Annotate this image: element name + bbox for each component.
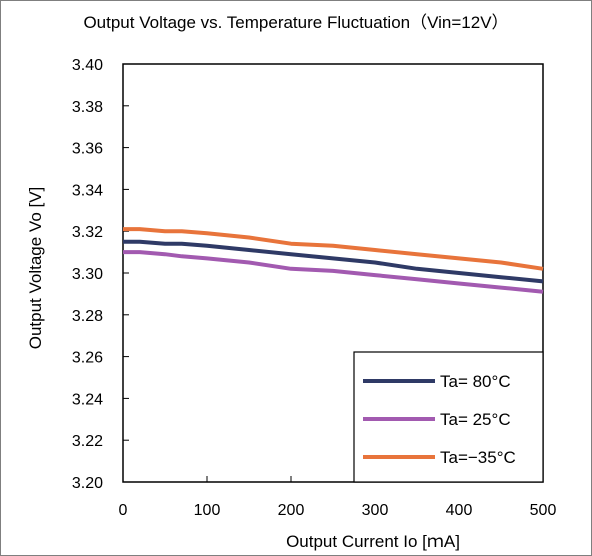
y-tick-label: 3.34 — [72, 182, 103, 199]
y-tick-label: 3.22 — [72, 433, 103, 450]
x-tick-label: 500 — [530, 502, 557, 519]
y-tick-label: 3.24 — [72, 391, 103, 408]
x-tick-label: 0 — [119, 502, 128, 519]
legend-label-0: Ta= 80°C — [440, 372, 511, 391]
y-tick-label: 3.28 — [72, 308, 103, 325]
y-tick-label: 3.32 — [72, 224, 103, 241]
series-line-2 — [123, 227, 544, 271]
y-tick-label: 3.26 — [72, 350, 103, 367]
y-tick-label: 3.36 — [72, 141, 103, 158]
legend-label-1: Ta= 25°C — [440, 410, 511, 429]
y-tick-label: 3.38 — [72, 99, 103, 116]
y-tick-label: 3.20 — [72, 475, 103, 492]
series-line-1 — [123, 250, 544, 294]
y-axis: 3.20 3.22 3.24 3.26 3.28 3.30 3.32 3.34 3.36 3.38… — [72, 57, 129, 492]
x-axis-label: Output Current Io [ｍA] — [286, 532, 460, 551]
x-tick-label: 100 — [194, 502, 221, 519]
series-line-0 — [123, 239, 544, 284]
y-tick-label: 3.30 — [72, 266, 103, 283]
chart-title: Output Voltage vs. Temperature Fluctuati… — [83, 13, 508, 32]
legend-label-2: Ta=−35°C — [440, 448, 516, 467]
legend: Ta= 80°C Ta= 25°C Ta=−35°C — [353, 351, 544, 483]
y-axis-label: Output Voltage Vo [V] — [26, 187, 45, 350]
x-axis: 0 100 200 300 400 500 — [119, 476, 557, 519]
x-tick-label: 400 — [446, 502, 473, 519]
x-tick-label: 300 — [362, 502, 389, 519]
y-tick-label: 3.40 — [72, 57, 103, 74]
series-layer — [123, 227, 544, 294]
x-tick-label: 200 — [278, 502, 305, 519]
